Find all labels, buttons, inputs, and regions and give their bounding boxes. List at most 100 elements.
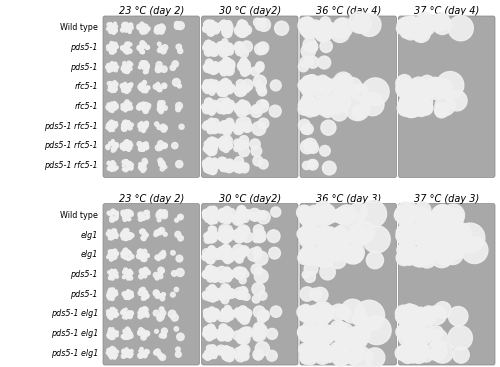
Circle shape	[414, 228, 430, 245]
Circle shape	[209, 235, 214, 240]
Circle shape	[302, 21, 314, 33]
Circle shape	[226, 254, 234, 262]
Circle shape	[121, 251, 124, 255]
Circle shape	[126, 311, 131, 315]
Circle shape	[404, 226, 416, 238]
Circle shape	[308, 80, 320, 91]
Circle shape	[110, 82, 112, 84]
Circle shape	[121, 210, 126, 215]
Circle shape	[204, 48, 212, 56]
Circle shape	[114, 102, 117, 106]
Circle shape	[126, 214, 128, 217]
Circle shape	[202, 291, 208, 297]
Circle shape	[146, 314, 149, 317]
Circle shape	[241, 105, 248, 112]
Circle shape	[444, 208, 464, 228]
Circle shape	[140, 61, 145, 66]
Circle shape	[112, 296, 114, 298]
Circle shape	[210, 45, 215, 50]
Circle shape	[126, 146, 129, 148]
Circle shape	[220, 271, 227, 279]
Circle shape	[300, 230, 310, 239]
Circle shape	[139, 328, 142, 331]
Circle shape	[162, 210, 168, 216]
Circle shape	[206, 121, 214, 129]
Circle shape	[400, 231, 412, 244]
Circle shape	[130, 83, 133, 86]
Circle shape	[142, 147, 146, 151]
Circle shape	[110, 298, 112, 300]
Circle shape	[124, 126, 128, 129]
Circle shape	[332, 22, 348, 39]
Circle shape	[302, 324, 317, 339]
Circle shape	[238, 86, 244, 93]
Circle shape	[399, 224, 410, 236]
Circle shape	[404, 324, 419, 339]
Circle shape	[207, 127, 214, 134]
Circle shape	[218, 45, 225, 51]
Circle shape	[110, 255, 112, 257]
Circle shape	[209, 328, 216, 335]
Circle shape	[206, 312, 213, 319]
Circle shape	[111, 211, 114, 214]
Circle shape	[406, 350, 420, 363]
Circle shape	[114, 28, 117, 32]
Circle shape	[176, 22, 184, 30]
Circle shape	[258, 211, 266, 219]
Circle shape	[108, 211, 110, 213]
Circle shape	[158, 252, 165, 259]
Circle shape	[306, 77, 316, 88]
Circle shape	[145, 294, 149, 297]
Circle shape	[336, 74, 351, 89]
Circle shape	[221, 309, 228, 316]
Circle shape	[206, 166, 214, 174]
Circle shape	[113, 43, 116, 47]
Circle shape	[254, 269, 268, 283]
Circle shape	[124, 88, 127, 91]
Circle shape	[303, 251, 316, 264]
Circle shape	[128, 269, 132, 272]
Circle shape	[253, 247, 262, 255]
Circle shape	[144, 89, 148, 93]
Circle shape	[240, 293, 247, 300]
Circle shape	[234, 267, 243, 276]
Circle shape	[206, 48, 212, 54]
Circle shape	[131, 291, 133, 294]
Circle shape	[116, 331, 118, 334]
Circle shape	[220, 333, 226, 339]
Circle shape	[114, 231, 116, 233]
Circle shape	[448, 222, 471, 246]
Circle shape	[208, 146, 215, 152]
Circle shape	[107, 23, 110, 26]
Circle shape	[153, 84, 158, 89]
Text: rfc5-1: rfc5-1	[74, 83, 98, 91]
Circle shape	[125, 350, 127, 353]
Circle shape	[127, 141, 132, 146]
Circle shape	[204, 253, 208, 258]
Circle shape	[299, 251, 309, 261]
Circle shape	[124, 22, 128, 26]
Circle shape	[146, 272, 149, 275]
Circle shape	[174, 327, 178, 331]
Circle shape	[226, 250, 234, 258]
Circle shape	[218, 273, 227, 283]
Circle shape	[115, 217, 117, 220]
Circle shape	[210, 140, 218, 147]
Circle shape	[128, 356, 131, 358]
Circle shape	[114, 82, 118, 86]
Circle shape	[113, 337, 115, 339]
Circle shape	[126, 43, 130, 47]
Circle shape	[114, 292, 117, 296]
Circle shape	[248, 248, 260, 261]
Circle shape	[121, 232, 124, 235]
Circle shape	[128, 290, 131, 293]
Circle shape	[236, 87, 244, 95]
Circle shape	[143, 269, 148, 275]
Circle shape	[237, 206, 246, 215]
Circle shape	[210, 123, 216, 128]
Circle shape	[220, 284, 230, 293]
Circle shape	[420, 248, 432, 260]
Circle shape	[225, 315, 230, 320]
Circle shape	[206, 327, 212, 332]
Circle shape	[396, 225, 411, 240]
